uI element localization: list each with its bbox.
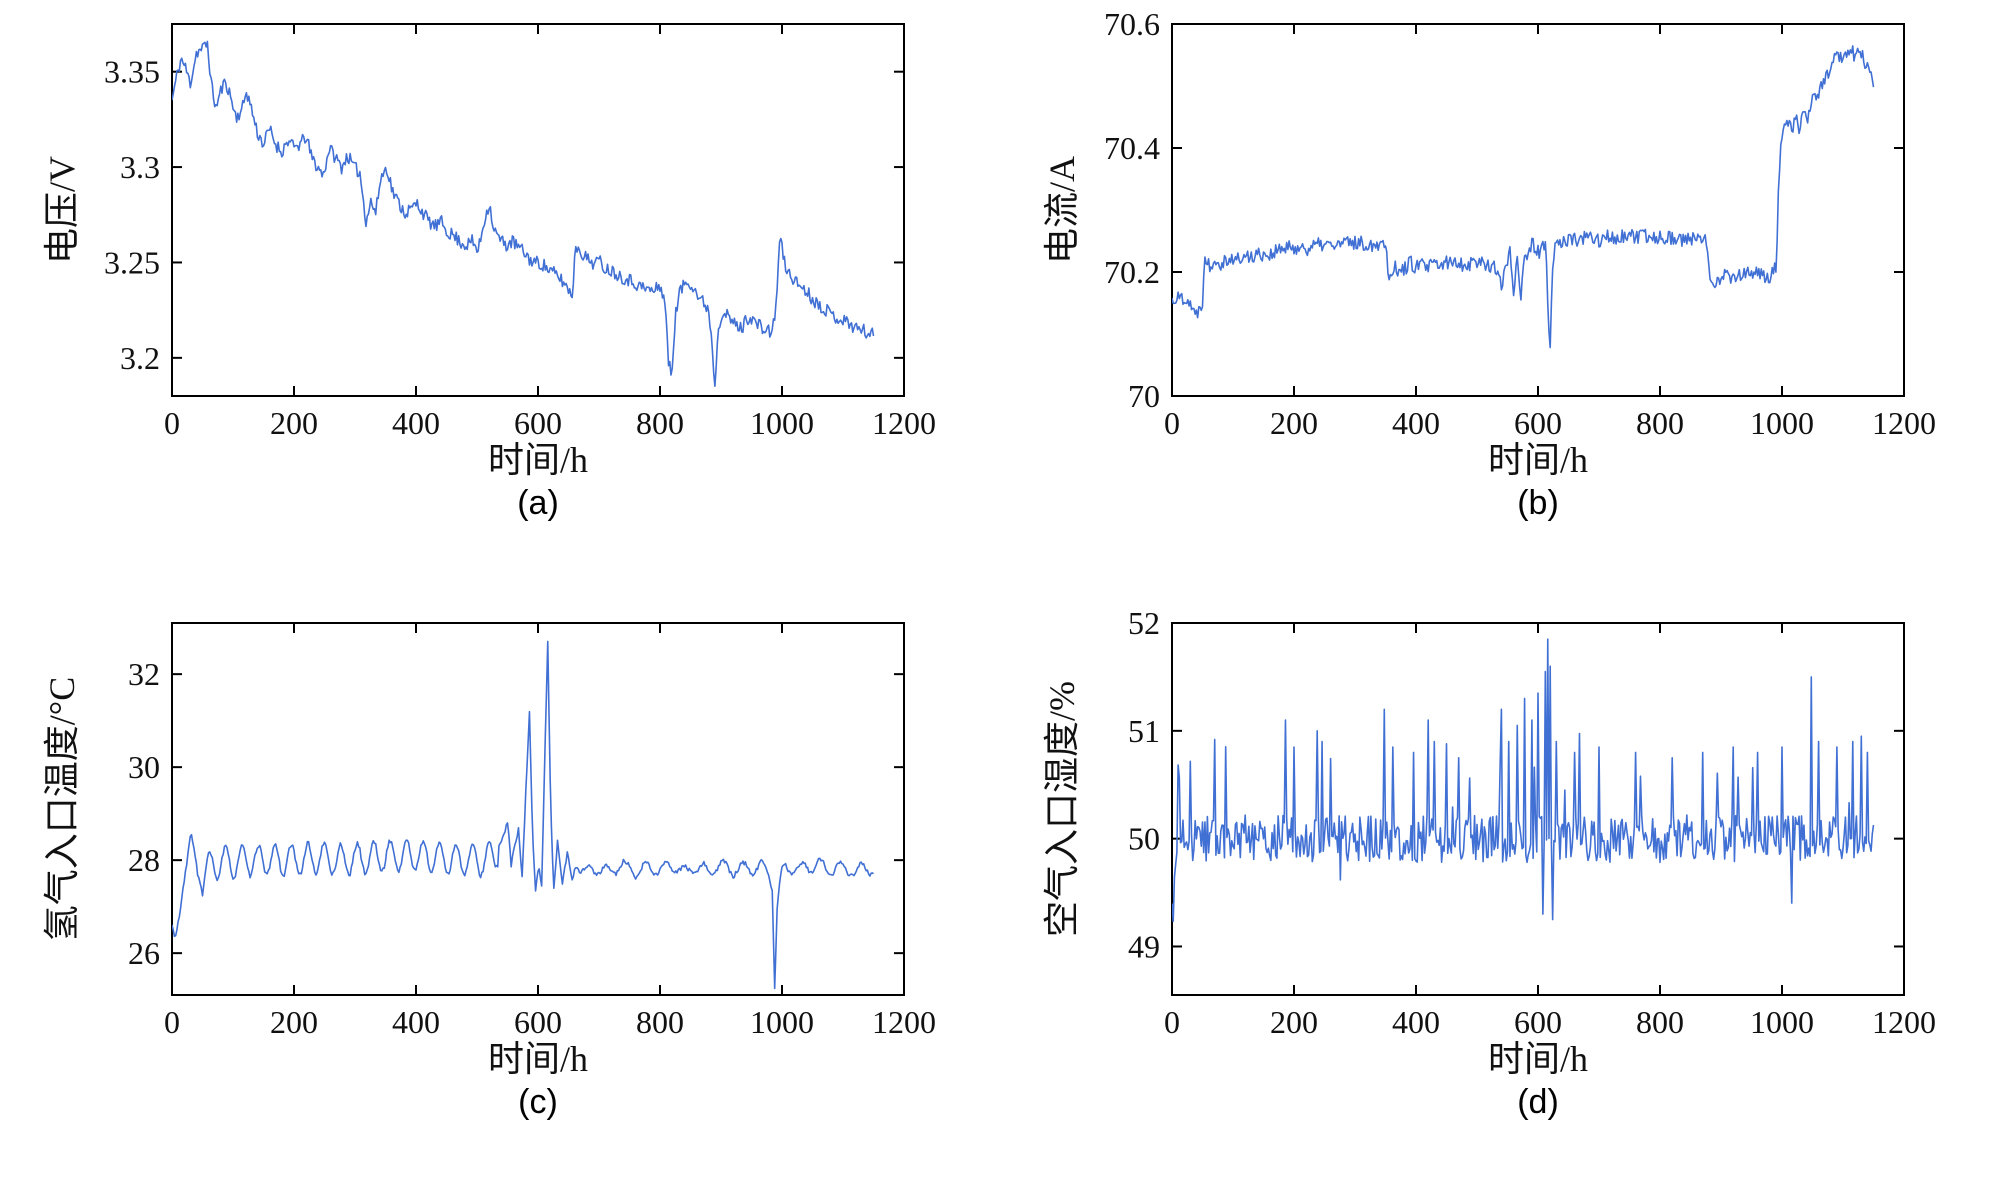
x-tick-label: 1000 xyxy=(750,1004,814,1040)
y-tick-label: 70.4 xyxy=(1104,130,1160,166)
series-line xyxy=(172,40,875,388)
plot-box xyxy=(1171,622,1905,996)
x-tick-label: 200 xyxy=(1270,1004,1318,1040)
y-tick-label: 70 xyxy=(1128,378,1160,414)
chart-a-caption: (a) xyxy=(517,484,559,522)
chart-cell-d: 0 200 400 600 800 1000 1200 49 50 51 52 时间/h 空气入口湿度/… xyxy=(1000,599,2000,1198)
series-line xyxy=(172,640,874,990)
x-tick-label: 400 xyxy=(1392,405,1440,441)
x-tick-label: 1200 xyxy=(1872,1004,1936,1040)
chart-cell-a: 0 200 400 600 800 1000 1200 3.2 3.25 3.3 3.35 时间/h 电… xyxy=(0,0,1000,599)
x-tick-label: 800 xyxy=(1636,1004,1684,1040)
series-line xyxy=(1172,45,1875,349)
x-tick-label: 800 xyxy=(636,405,684,441)
x-axis-label: 时间/h xyxy=(488,440,588,478)
y-tick-label: 26 xyxy=(128,935,160,971)
chart-cell-c: 0 200 400 600 800 1000 1200 26 28 30 32 时间/h 氢气入口温度/… xyxy=(0,599,1000,1198)
x-tick-label: 600 xyxy=(514,405,562,441)
x-tick-label: 1000 xyxy=(750,405,814,441)
y-tick-label: 52 xyxy=(1128,607,1160,641)
series-line xyxy=(1172,638,1875,923)
y-axis-label: 氢气入口温度/°C xyxy=(42,677,82,941)
x-axis-label: 时间/h xyxy=(1488,440,1588,478)
y-tick-label: 70.6 xyxy=(1104,8,1160,42)
chart-d-svg: 0 200 400 600 800 1000 1200 49 50 51 52 时间/h 空气入口湿度/… xyxy=(1042,605,1936,1079)
plot-box xyxy=(1171,23,1905,397)
y-tick-label: 28 xyxy=(128,842,160,878)
y-tick-label: 50 xyxy=(1128,821,1160,857)
chart-c-svg: 0 200 400 600 800 1000 1200 26 28 30 32 时间/h 氢气入口温度/… xyxy=(42,622,936,1079)
chart-d-caption: (d) xyxy=(1517,1083,1559,1121)
y-tick-label: 3.2 xyxy=(120,340,160,376)
x-tick-label: 1000 xyxy=(1750,405,1814,441)
x-tick-label: 400 xyxy=(392,1004,440,1040)
y-tick-label: 3.25 xyxy=(104,244,160,280)
x-tick-label: 0 xyxy=(164,1004,180,1040)
y-tick-label: 32 xyxy=(128,656,160,692)
x-tick-label: 0 xyxy=(1164,1004,1180,1040)
x-tick-label: 800 xyxy=(1636,405,1684,441)
plot-box xyxy=(171,23,905,397)
x-tick-label: 200 xyxy=(270,405,318,441)
x-tick-label: 1200 xyxy=(872,405,936,441)
chart-a-plot: 0 200 400 600 800 1000 1200 3.2 3.25 3.3 3.35 时间/h 电… xyxy=(40,8,960,480)
y-tick-label: 3.3 xyxy=(120,149,160,185)
y-tick-label: 51 xyxy=(1128,713,1160,749)
chart-d-plot: 0 200 400 600 800 1000 1200 49 50 51 52 时间/h 空气入口湿度/… xyxy=(1040,605,1960,1079)
x-tick-label: 1000 xyxy=(1750,1004,1814,1040)
x-tick-label: 600 xyxy=(514,1004,562,1040)
x-tick-label: 0 xyxy=(164,405,180,441)
chart-b-plot: 0 200 400 600 800 1000 1200 70 70.2 70.4 70.6 时间/h 电… xyxy=(1040,6,1960,480)
chart-b-svg: 0 200 400 600 800 1000 1200 70 70.2 70.4 70.6 时间/h 电… xyxy=(1042,6,1936,480)
x-tick-label: 600 xyxy=(1514,405,1562,441)
x-tick-label: 400 xyxy=(1392,1004,1440,1040)
plot-box xyxy=(171,622,905,996)
y-axis-label: 电压/V xyxy=(42,156,82,264)
y-axis-label: 空气入口湿度/% xyxy=(1042,681,1082,937)
chart-b-caption: (b) xyxy=(1517,484,1559,522)
x-tick-label: 1200 xyxy=(1872,405,1936,441)
chart-c-plot: 0 200 400 600 800 1000 1200 26 28 30 32 时间/h 氢气入口温度/… xyxy=(40,607,960,1079)
y-tick-label: 70.2 xyxy=(1104,254,1160,290)
x-axis-label: 时间/h xyxy=(1488,1039,1588,1077)
x-tick-label: 200 xyxy=(270,1004,318,1040)
x-tick-label: 800 xyxy=(636,1004,684,1040)
y-axis-label: 电流/A xyxy=(1042,156,1082,264)
x-tick-label: 1200 xyxy=(872,1004,936,1040)
chart-a-svg: 0 200 400 600 800 1000 1200 3.2 3.25 3.3 3.35 时间/h 电… xyxy=(42,23,936,480)
x-tick-label: 200 xyxy=(1270,405,1318,441)
y-tick-label: 3.35 xyxy=(104,54,160,90)
x-tick-label: 400 xyxy=(392,405,440,441)
chart-cell-b: 0 200 400 600 800 1000 1200 70 70.2 70.4 70.6 时间/h 电… xyxy=(1000,0,2000,599)
y-tick-label: 30 xyxy=(128,749,160,785)
x-axis-label: 时间/h xyxy=(488,1039,588,1077)
y-tick-label: 49 xyxy=(1128,928,1160,964)
x-tick-label: 600 xyxy=(1514,1004,1562,1040)
chart-c-caption: (c) xyxy=(518,1083,558,1121)
x-tick-label: 0 xyxy=(1164,405,1180,441)
